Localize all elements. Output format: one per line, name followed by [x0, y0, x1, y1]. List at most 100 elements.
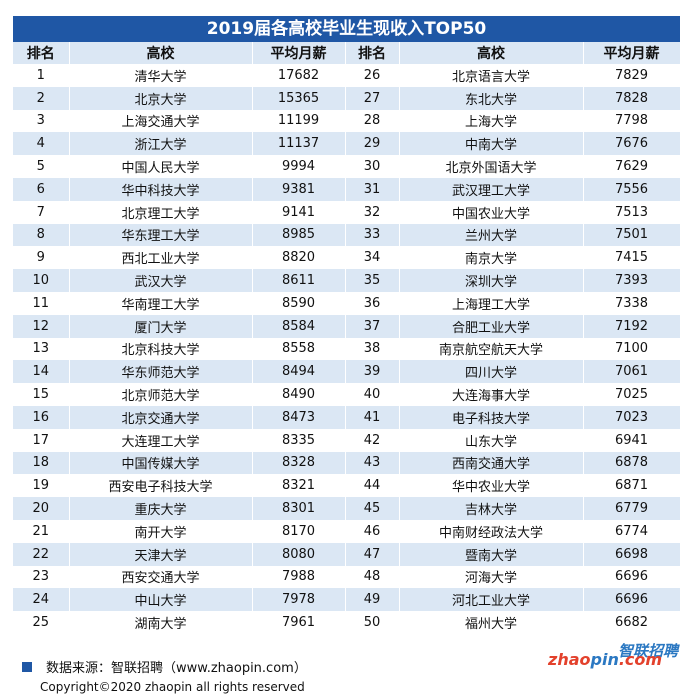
- salary-cell: 8611: [252, 269, 346, 292]
- school-cell: 吉林大学: [399, 497, 584, 520]
- rank-cell: 43: [345, 451, 400, 475]
- rank-cell: 44: [345, 474, 400, 498]
- rank-cell: 13: [13, 337, 70, 361]
- rank-cell: 27: [345, 86, 400, 110]
- table-row: 2 北京大学 15365 27 东北大学 7828: [13, 86, 681, 110]
- rank-cell: 18: [13, 451, 70, 475]
- zhaopin-logo: 智联招聘 zhaopin.com: [548, 640, 678, 669]
- header-school: 高校: [69, 42, 253, 64]
- rank-cell: 33: [345, 223, 400, 247]
- rank-cell: 24: [13, 588, 70, 612]
- table-row: 4 浙江大学 11137 29 中南大学 7676: [13, 132, 681, 156]
- rank-cell: 1: [13, 64, 70, 87]
- rank-cell: 50: [345, 611, 400, 634]
- school-cell: 华东师范大学: [69, 360, 253, 384]
- rank-cell: 46: [345, 519, 400, 543]
- rank-cell: 37: [345, 314, 400, 338]
- school-cell: 北京交通大学: [69, 405, 253, 429]
- school-cell: 厦门大学: [69, 314, 253, 338]
- school-cell: 山东大学: [399, 428, 584, 452]
- salary-cell: 8473: [252, 405, 346, 429]
- school-cell: 大连海事大学: [399, 383, 584, 406]
- school-cell: 华中农业大学: [399, 474, 584, 498]
- school-cell: 北京理工大学: [69, 200, 253, 224]
- salary-cell: 7393: [583, 269, 681, 292]
- rank-cell: 16: [13, 405, 70, 429]
- rank-cell: 19: [13, 474, 70, 498]
- salary-cell: 8301: [252, 497, 346, 520]
- salary-cell: 7501: [583, 223, 681, 247]
- salary-cell: 7061: [583, 360, 681, 384]
- salary-cell: 8328: [252, 451, 346, 475]
- school-cell: 浙江大学: [69, 132, 253, 156]
- table-row: 3 上海交通大学 11199 28 上海大学 7798: [13, 109, 681, 133]
- salary-cell: 6878: [583, 451, 681, 475]
- rank-cell: 32: [345, 200, 400, 224]
- salary-cell: 7192: [583, 314, 681, 338]
- table-row: 20 重庆大学 8301 45 吉林大学 6779: [13, 497, 681, 520]
- rank-cell: 8: [13, 223, 70, 247]
- logo-en-text: zhaopin.com: [548, 650, 662, 669]
- salary-cell: 15365: [252, 86, 346, 110]
- rank-cell: 17: [13, 428, 70, 452]
- school-cell: 中国农业大学: [399, 200, 584, 224]
- salary-cell: 8494: [252, 360, 346, 384]
- salary-cell: 6871: [583, 474, 681, 498]
- rank-cell: 49: [345, 588, 400, 612]
- header-salary: 平均月薪: [252, 42, 346, 64]
- logo-cn-text: 智联招聘: [617, 642, 678, 660]
- header-salary: 平均月薪: [583, 42, 681, 64]
- salary-cell: 7100: [583, 337, 681, 361]
- data-source-text: 数据来源：智联招聘（www.zhaopin.com）: [46, 661, 307, 676]
- table-row: 24 中山大学 7978 49 河北工业大学 6696: [13, 588, 681, 612]
- table-row: 7 北京理工大学 9141 32 中国农业大学 7513: [13, 200, 681, 224]
- salary-cell: 6779: [583, 497, 681, 520]
- rank-cell: 29: [345, 132, 400, 156]
- salary-ranking-table: 排名 高校 平均月薪 排名 高校 平均月薪 1 清华大学 17682 26 北京语言大学…: [13, 42, 681, 634]
- rank-cell: 38: [345, 337, 400, 361]
- table-row: 5 中国人民大学 9994 30 北京外国语大学 7629: [13, 155, 681, 178]
- table-row: 25 湖南大学 7961 50 福州大学 6682: [13, 611, 681, 634]
- school-cell: 湖南大学: [69, 611, 253, 634]
- salary-cell: 8985: [252, 223, 346, 247]
- ranking-table-container: 2019届各高校毕业生现收入TOP50 排名 高校 平均月薪 排名 高校 平均月…: [13, 16, 681, 634]
- rank-cell: 21: [13, 519, 70, 543]
- rank-cell: 2: [13, 86, 70, 110]
- rank-cell: 9: [13, 246, 70, 270]
- rank-cell: 48: [345, 565, 400, 589]
- school-cell: 北京师范大学: [69, 383, 253, 406]
- school-cell: 清华大学: [69, 64, 253, 87]
- salary-cell: 7978: [252, 588, 346, 612]
- rank-cell: 6: [13, 177, 70, 201]
- header-school: 高校: [399, 42, 584, 64]
- table-row: 8 华东理工大学 8985 33 兰州大学 7501: [13, 223, 681, 247]
- table-row: 17 大连理工大学 8335 42 山东大学 6941: [13, 428, 681, 452]
- rank-cell: 10: [13, 269, 70, 292]
- school-cell: 南开大学: [69, 519, 253, 543]
- table-row: 11 华南理工大学 8590 36 上海理工大学 7338: [13, 291, 681, 315]
- salary-cell: 7023: [583, 405, 681, 429]
- rank-cell: 35: [345, 269, 400, 292]
- salary-cell: 8490: [252, 383, 346, 406]
- table-row: 12 厦门大学 8584 37 合肥工业大学 7192: [13, 314, 681, 338]
- school-cell: 上海理工大学: [399, 291, 584, 315]
- table-body: 1 清华大学 17682 26 北京语言大学 7829 2 北京大学 15365 27 东北大学 78…: [13, 64, 681, 634]
- school-cell: 中国传媒大学: [69, 451, 253, 475]
- school-cell: 华中科技大学: [69, 177, 253, 201]
- header-rank: 排名: [345, 42, 400, 64]
- rank-cell: 41: [345, 405, 400, 429]
- rank-cell: 20: [13, 497, 70, 520]
- salary-cell: 6941: [583, 428, 681, 452]
- rank-cell: 4: [13, 132, 70, 156]
- salary-cell: 11137: [252, 132, 346, 156]
- table-row: 19 西安电子科技大学 8321 44 华中农业大学 6871: [13, 474, 681, 498]
- rank-cell: 30: [345, 155, 400, 178]
- table-row: 15 北京师范大学 8490 40 大连海事大学 7025: [13, 383, 681, 406]
- school-cell: 重庆大学: [69, 497, 253, 520]
- salary-cell: 8820: [252, 246, 346, 270]
- salary-cell: 7415: [583, 246, 681, 270]
- rank-cell: 26: [345, 64, 400, 87]
- school-cell: 天津大学: [69, 542, 253, 566]
- rank-cell: 45: [345, 497, 400, 520]
- salary-cell: 8080: [252, 542, 346, 566]
